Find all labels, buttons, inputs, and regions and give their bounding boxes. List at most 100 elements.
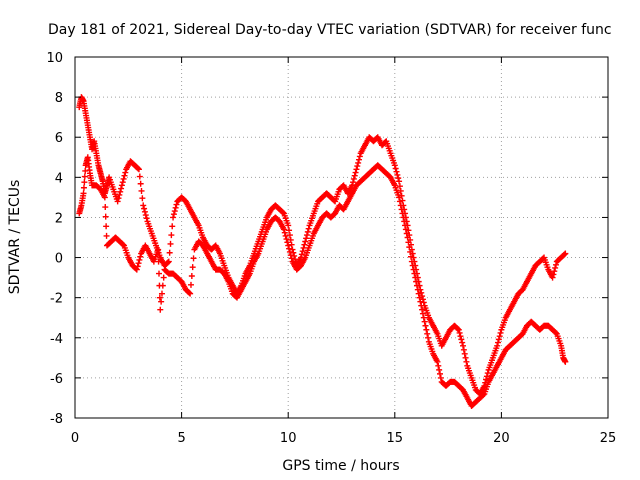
- data-point-marker: [456, 329, 463, 336]
- axis-ticks: [74, 56, 609, 419]
- data-point-marker: [350, 175, 357, 182]
- data-point-marker: [401, 218, 408, 225]
- data-point-marker: [437, 374, 444, 381]
- data-point-marker: [119, 179, 126, 186]
- data-point-marker: [305, 225, 312, 232]
- data-point-marker: [280, 209, 287, 216]
- data-point-marker: [398, 206, 405, 213]
- x-axis-title: GPS time / hours: [282, 458, 399, 474]
- data-point-marker: [143, 215, 150, 222]
- data-point-marker: [436, 366, 443, 373]
- data-point-marker: [434, 358, 441, 365]
- data-point-marker: [187, 281, 194, 288]
- data-point-marker: [353, 166, 360, 173]
- data-point-marker: [412, 274, 419, 281]
- data-point-marker: [352, 169, 359, 176]
- data-point-marker: [355, 159, 362, 166]
- data-point-marker: [160, 274, 167, 281]
- data-point-marker: [135, 166, 142, 173]
- data-point-marker: [494, 342, 501, 349]
- data-point-marker: [355, 156, 362, 163]
- data-point-marker: [122, 169, 129, 176]
- data-point-marker: [155, 258, 162, 265]
- data-point-marker: [135, 165, 142, 172]
- data-point-marker: [285, 222, 292, 229]
- data-point-marker: [283, 236, 290, 243]
- data-point-marker: [552, 329, 559, 336]
- data-point-marker: [484, 370, 491, 377]
- data-point-marker: [117, 188, 124, 195]
- data-point-marker: [551, 268, 558, 275]
- data-point-marker: [406, 244, 413, 251]
- data-point-marker: [495, 336, 502, 343]
- data-point-marker: [103, 232, 110, 239]
- data-point-marker: [480, 391, 487, 398]
- data-point-marker: [281, 229, 288, 236]
- data-point-marker: [351, 172, 358, 179]
- data-point-marker: [391, 162, 398, 169]
- data-point-marker: [80, 190, 87, 197]
- data-point-marker: [409, 262, 416, 269]
- data-point-marker: [157, 306, 164, 313]
- data-point-marker: [552, 264, 559, 271]
- data-point-marker: [399, 210, 406, 217]
- data-point-marker: [404, 234, 411, 241]
- data-point-marker: [410, 266, 417, 273]
- data-point-marker: [141, 205, 148, 212]
- data-point-marker: [158, 298, 165, 305]
- data-point-marker: [137, 253, 144, 260]
- data-point-marker: [140, 202, 147, 209]
- data-point-marker: [286, 245, 293, 252]
- data-point-marker: [166, 249, 173, 256]
- data-point-marker: [170, 211, 177, 218]
- data-point-marker: [407, 248, 414, 255]
- x-tick-label: 20: [493, 431, 510, 446]
- data-point-marker: [137, 180, 144, 187]
- data-point-marker: [425, 334, 432, 341]
- y-tick-label: 8: [55, 91, 63, 106]
- data-point-marker: [403, 230, 410, 237]
- data-point-marker: [422, 322, 429, 329]
- data-point-marker: [170, 214, 177, 221]
- data-point-marker: [159, 282, 166, 289]
- data-point-marker: [408, 253, 415, 260]
- data-point-marker: [413, 278, 420, 285]
- y-tick-label: -6: [50, 372, 63, 387]
- data-point-marker: [350, 179, 357, 186]
- data-point-marker: [156, 294, 163, 301]
- data-point-marker: [415, 290, 422, 297]
- plot-frame: [74, 56, 609, 419]
- data-point-marker: [354, 163, 361, 170]
- y-tick-label: -8: [50, 412, 63, 427]
- data-point-marker: [550, 271, 557, 278]
- data-point-marker: [120, 175, 127, 182]
- data-point-marker: [286, 227, 293, 234]
- data-point-marker: [460, 346, 467, 353]
- x-tick-label: 0: [71, 431, 79, 446]
- data-point-marker: [287, 236, 294, 243]
- data-point-marker: [286, 232, 293, 239]
- data-point-marker: [402, 222, 409, 229]
- data-point-marker: [414, 286, 421, 293]
- y-tick-label: -4: [50, 332, 63, 347]
- data-point-marker: [288, 241, 295, 248]
- data-point-marker: [462, 354, 469, 361]
- data-point-marker: [173, 201, 180, 208]
- data-point-marker: [454, 325, 461, 332]
- data-point-marker: [81, 179, 88, 186]
- x-tick-label: 25: [600, 431, 617, 446]
- data-point-marker: [455, 326, 462, 333]
- data-point-marker: [300, 244, 307, 251]
- data-point-marker: [118, 182, 125, 189]
- data-point-marker: [408, 258, 415, 265]
- data-point-marker: [136, 173, 143, 180]
- data-point-marker: [303, 235, 310, 242]
- data-point-marker: [142, 212, 149, 219]
- data-point-marker: [419, 310, 426, 317]
- data-point-marker: [164, 259, 171, 266]
- data-point-marker: [394, 171, 401, 178]
- data-point-marker: [562, 250, 569, 257]
- data-point-marker: [497, 329, 504, 336]
